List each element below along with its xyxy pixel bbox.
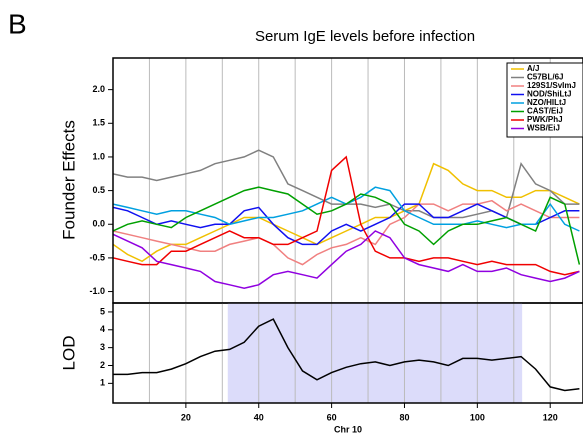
y-tick-label: -0.5 [89, 252, 105, 262]
series-line [113, 203, 580, 246]
legend-label: 129S1/SvImJ [527, 81, 576, 90]
y-tick-label: 3 [100, 342, 105, 352]
x-tick-label: 120 [543, 412, 558, 422]
series-line [113, 162, 580, 263]
series-line [113, 230, 580, 289]
y-tick-label: 0.5 [92, 185, 105, 195]
highlight-region [227, 303, 523, 403]
y-tick-label: 1 [100, 378, 105, 388]
x-tick-label: 80 [399, 412, 409, 422]
y-tick-label: 2.0 [92, 84, 105, 94]
y-tick-label: 1.0 [92, 151, 105, 161]
x-tick-label: 100 [470, 412, 485, 422]
legend-label: A/J [527, 64, 539, 73]
legend-label: NZO/HlLtJ [527, 98, 566, 107]
y-tick-label: 5 [100, 306, 105, 316]
legend-label: C57BL/6J [527, 73, 563, 82]
legend-label: PWK/PhJ [527, 115, 563, 124]
series-line [113, 186, 581, 265]
y-tick-label: 2 [100, 360, 105, 370]
y-axis-label: Founder Effects [59, 120, 78, 240]
plot-area [113, 303, 580, 403]
y-tick-label: 0.0 [92, 219, 105, 229]
legend-label: CAST/EiJ [527, 107, 563, 116]
y-axis-label: LOD [59, 336, 78, 371]
series-line [113, 155, 580, 276]
legend-label: NOD/ShiLtJ [527, 90, 571, 99]
x-tick-label: 60 [327, 412, 337, 422]
legend-label: WSB/EiJ [527, 124, 560, 133]
y-tick-label: 4 [100, 324, 105, 334]
panel-label: B [8, 8, 27, 39]
series-line [113, 318, 580, 392]
x-tick-label: 40 [254, 412, 264, 422]
y-tick-label: -1.0 [89, 286, 105, 296]
chart-title: Serum IgE levels before infection [255, 28, 475, 45]
y-tick-label: 1.5 [92, 118, 105, 128]
legend-box [506, 62, 583, 138]
panel-frame [112, 302, 583, 404]
x-axis-label: Chr 10 [334, 424, 362, 434]
x-tick-label: 20 [181, 412, 191, 422]
